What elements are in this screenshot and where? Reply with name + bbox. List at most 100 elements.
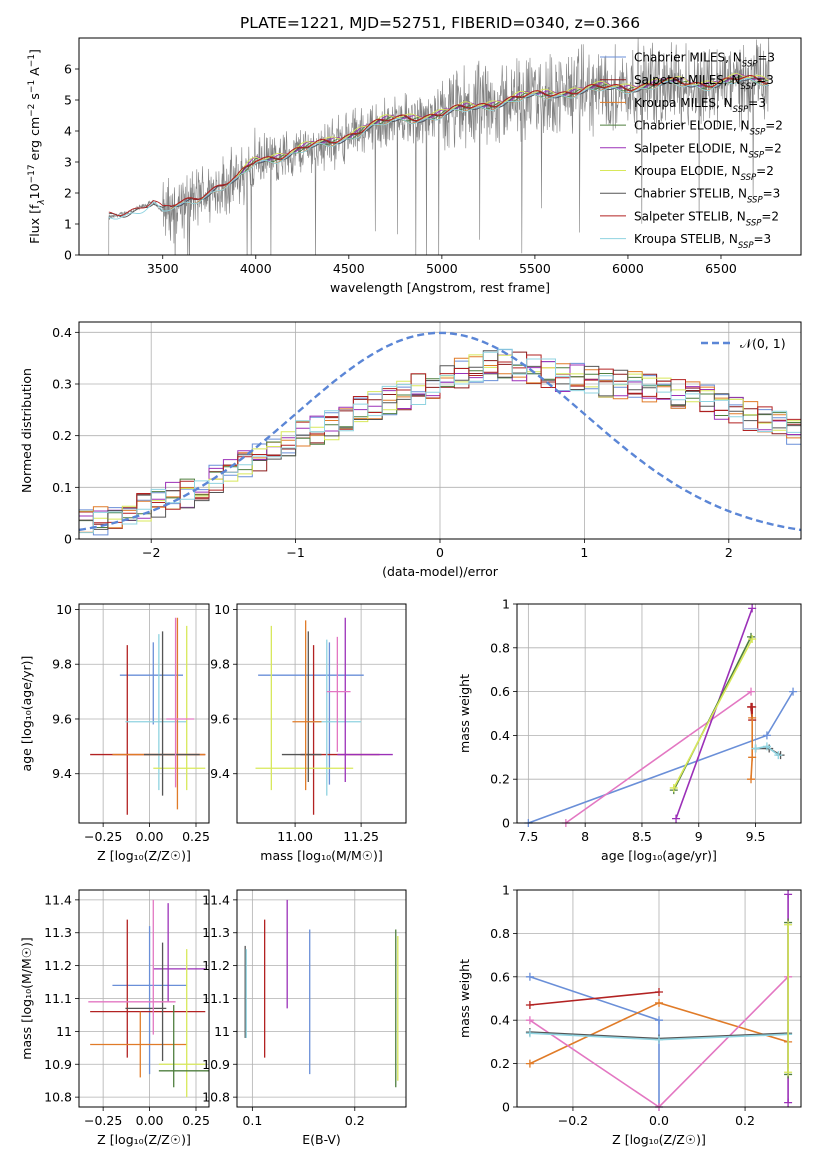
y-tick-label: 11 xyxy=(56,1024,72,1039)
y-axis-label-part: s xyxy=(27,93,42,104)
y-tick-label: 0 xyxy=(64,532,72,547)
weight-marker-1 xyxy=(655,987,663,996)
legend-label-end: =2 xyxy=(756,164,774,178)
x-tick-label: 8 xyxy=(581,829,589,844)
legend-label-sub: SSP xyxy=(747,196,763,206)
x-tick-label: 0.1 xyxy=(242,1113,262,1128)
weight-marker-8 xyxy=(762,742,771,751)
y-tick-label: 0.2 xyxy=(490,1056,510,1071)
legend-label: Kroupa ELODIE, NSSP=2 xyxy=(634,164,774,183)
legend-label-main: Salpeter MILES, N xyxy=(634,73,741,87)
y-tick-label: 10 xyxy=(56,602,72,617)
legend-label-end: =3 xyxy=(754,232,772,246)
legend-label-main: Chabrier ELODIE, N xyxy=(634,119,750,133)
legend-label-main: Kroupa STELIB, N xyxy=(634,232,738,246)
x-tick-label: 9 xyxy=(695,829,703,844)
legend-label: Kroupa STELIB, NSSP=3 xyxy=(634,232,771,251)
plot-frame xyxy=(236,889,407,1108)
x-axis-label: Z [log₁₀(Z/Z☉)] xyxy=(612,1132,706,1147)
y-tick-label: 11.2 xyxy=(202,958,230,973)
y-tick-label: 0.8 xyxy=(490,640,510,655)
plot-frame xyxy=(236,603,407,824)
legend-label-end: =2 xyxy=(765,119,783,133)
grid-lines xyxy=(79,322,801,540)
x-axis-label: Z [log₁₀(Z/Z☉)] xyxy=(97,1132,191,1147)
y-tick-label: 0.2 xyxy=(490,772,510,787)
weight-marker-5 xyxy=(748,702,757,711)
age-vs-Z-plot-area xyxy=(90,617,206,815)
y-tick-label: 0 xyxy=(502,816,510,831)
y-tick-label: 11 xyxy=(214,1024,230,1039)
massweight-vs-age-panel: 7.5 8 8.5 9 9.5 0 0.2 0.4 0.6 0.8 1 age [log₁₀(age/… xyxy=(457,597,802,863)
plot-frame xyxy=(78,37,802,256)
x-tick-label: 4000 xyxy=(240,261,272,276)
histogram-step-4 xyxy=(79,354,801,521)
grid-lines xyxy=(79,890,209,1107)
residuals-legend: 𝒩(0, 1) xyxy=(701,336,786,351)
y-tick-label: 10.8 xyxy=(202,1090,230,1105)
weight-marker-5 xyxy=(525,1029,534,1038)
y-axis-label-part: −2 xyxy=(27,104,37,117)
age-vs-Z-panel: −0.25 0.00 0.25 9.4 9.6 9.8 10 Z [log₁₀(Z/Z☉)] a… xyxy=(19,602,210,863)
weight-marker-8 xyxy=(751,744,760,753)
y-tick-label: 9.4 xyxy=(52,766,72,781)
y-tick-label: 0.6 xyxy=(490,969,510,984)
y-axis-label-part: ] xyxy=(27,49,42,54)
y-tick-label: 10.9 xyxy=(44,1057,72,1072)
y-axis-label-part: A xyxy=(27,67,42,80)
x-tick-label: 1 xyxy=(580,545,588,560)
weight-marker-6 xyxy=(784,1098,793,1107)
weight-line-2 xyxy=(675,608,753,819)
y-axis-label-part: erg cm xyxy=(27,117,42,165)
grid-lines xyxy=(237,604,406,823)
grid-lines xyxy=(79,604,209,823)
histogram-step-7 xyxy=(79,354,801,524)
y-tick-label: 11.4 xyxy=(202,892,230,907)
x-axis-label: Z [log₁₀(Z/Z☉)] xyxy=(97,848,191,863)
x-tick-label: −0.25 xyxy=(84,1113,122,1128)
y-tick-label: 4 xyxy=(64,124,72,139)
y-tick-label: 11.3 xyxy=(202,925,230,940)
massweight-vs-age-plot-area xyxy=(524,604,798,827)
weight-marker-5 xyxy=(655,1035,663,1044)
legend-label: Chabrier MILES, NSSP=3 xyxy=(634,51,775,70)
weight-marker-6 xyxy=(748,753,757,762)
legend-label: Salpeter MILES, NSSP=3 xyxy=(634,73,774,92)
y-tick-label: 0.4 xyxy=(52,325,72,340)
y-tick-label: 0.3 xyxy=(52,377,72,392)
legend-label-main: Salpeter ELODIE, N xyxy=(634,141,748,155)
plot-frame xyxy=(78,321,802,540)
x-axis-label: mass [log₁₀(M/M☉)] xyxy=(260,848,382,863)
y-tick-label: 0 xyxy=(502,1100,510,1115)
x-axis-label: (data-model)/error xyxy=(382,564,499,579)
y-tick-label: 10.8 xyxy=(44,1090,72,1105)
y-tick-label: 11.4 xyxy=(44,892,72,907)
histogram-step-2 xyxy=(79,356,801,533)
x-tick-label: 0.00 xyxy=(136,1113,164,1128)
weight-marker-4 xyxy=(669,783,678,792)
legend-label: Kroupa MILES, NSSP=3 xyxy=(634,96,766,115)
legend-label: Chabrier ELODIE, NSSP=2 xyxy=(634,119,783,138)
y-tick-label: 10 xyxy=(214,602,230,617)
y-axis-label-part: −1 xyxy=(27,80,37,93)
legend-label-main: Chabrier STELIB, N xyxy=(634,187,747,201)
y-axis-label: mass weight xyxy=(457,959,472,1038)
weight-marker-6 xyxy=(748,713,757,722)
histogram-step-8 xyxy=(79,348,801,534)
y-tick-label: 6 xyxy=(64,62,72,77)
y-tick-label: 1 xyxy=(502,883,510,898)
mass-vs-ebv-panel: 0.1 0.2 10.8 10.9 11 11.1 11.2 11.3 11.4 E(B-V) xyxy=(202,889,407,1147)
x-axis-label: age [log₁₀(age/yr)] xyxy=(601,848,717,863)
y-axis-label: mass [log₁₀(M/M☉)] xyxy=(19,937,34,1059)
grid-lines xyxy=(517,603,801,824)
spectrum-panel: 3500 4000 4500 5000 5500 6000 6500 0 1 2 3 4 5 6 wavel… xyxy=(27,37,802,295)
weight-marker-4 xyxy=(748,635,757,644)
legend-label: Salpeter ELODIE, NSSP=2 xyxy=(634,141,782,160)
weight-marker-2 xyxy=(672,814,681,823)
y-tick-label: 3 xyxy=(64,155,72,170)
weight-line-1 xyxy=(565,690,752,824)
x-tick-label: 0 xyxy=(436,545,444,560)
weight-marker-0 xyxy=(762,731,771,740)
legend-label-main: Kroupa ELODIE, N xyxy=(634,164,741,178)
